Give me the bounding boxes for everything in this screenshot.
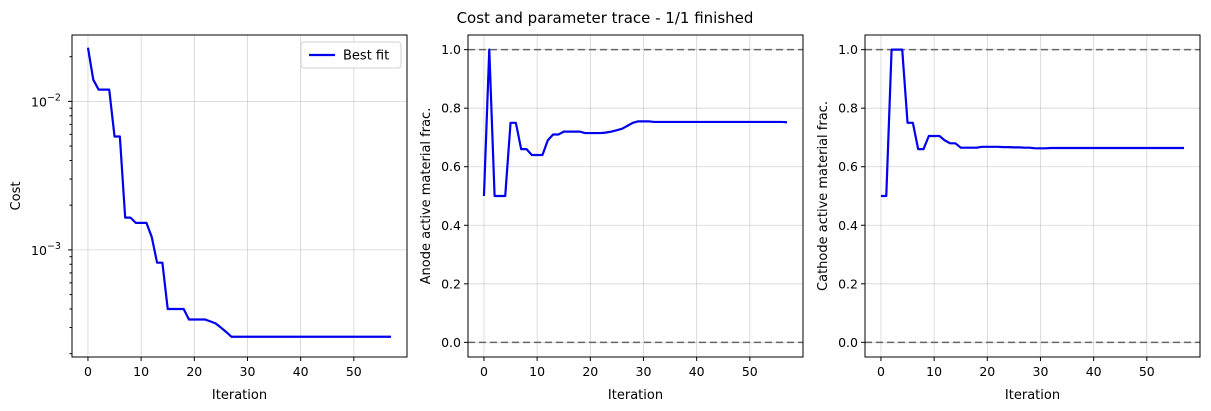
y-tick-label: 0.0 (441, 335, 461, 350)
series-line (880, 48, 1185, 198)
x-axis-label: Iteration (1005, 388, 1060, 403)
y-tick-label: 0.6 (838, 159, 858, 174)
x-tick-label: 20 (582, 364, 598, 379)
figure-title: Cost and parameter trace - 1/1 finished (457, 9, 754, 27)
y-tick-base: 10 (31, 243, 47, 258)
y-tick-exponent: −3 (47, 241, 61, 252)
legend-box (300, 41, 402, 69)
y-axis-label: Anode active material frac. (419, 108, 434, 285)
y-tick-label: 1.0 (441, 42, 461, 57)
axes-frame (71, 34, 408, 358)
legend: Best fit (300, 41, 402, 69)
x-tick-label: 30 (240, 364, 256, 379)
y-tick-label: 0.2 (838, 276, 858, 291)
axes-frame (467, 34, 804, 358)
x-tick-label: 30 (636, 364, 652, 379)
axes-frame (864, 34, 1201, 358)
x-tick-label: 50 (1139, 364, 1155, 379)
series-line (86, 47, 392, 338)
x-tick-label: 30 (1033, 364, 1049, 379)
y-axis-label: Cost (9, 182, 24, 211)
y-tick-label: 0.4 (838, 218, 858, 233)
y-axis-label: Cathode active material frac. (816, 101, 831, 291)
x-tick-label: 40 (293, 364, 309, 379)
y-tick-label: 0.2 (441, 276, 461, 291)
y-tick-exponent: −2 (47, 92, 61, 103)
x-tick-label: 10 (133, 364, 149, 379)
y-tick-label: 1.0 (838, 42, 858, 57)
subplot-3: 0 10 20 30 40 50 0.0 0.2 0.4 0.6 0.8 1.0 Iteration Ca… (816, 34, 1201, 403)
x-tick-label: 10 (926, 364, 942, 379)
y-tick-label: 10−2 (31, 92, 61, 109)
y-tick-label: 0.8 (441, 101, 461, 116)
x-tick-label: 0 (480, 364, 488, 379)
x-tick-label: 10 (529, 364, 545, 379)
y-tick-base: 10 (31, 94, 47, 109)
x-tick-label: 40 (1086, 364, 1102, 379)
x-tick-label: 20 (186, 364, 202, 379)
x-tick-label: 50 (742, 364, 758, 379)
y-tick-label: 0.4 (441, 218, 461, 233)
legend-label: Best fit (343, 49, 389, 64)
y-tick-label: 0.0 (838, 335, 858, 350)
x-tick-label: 40 (689, 364, 705, 379)
y-tick-label: 0.8 (838, 101, 858, 116)
y-tick-label: 0.6 (441, 159, 461, 174)
x-tick-label: 0 (84, 364, 92, 379)
x-axis-label: Iteration (608, 388, 663, 403)
series-line (482, 48, 788, 198)
subplot-2: 0 10 20 30 40 50 0.0 0.2 0.4 0.6 0.8 1.0 Iteration An… (419, 34, 804, 403)
x-axis-label: Iteration (212, 388, 267, 403)
y-tick-label: 10−3 (31, 241, 61, 258)
x-tick-label: 20 (979, 364, 995, 379)
x-tick-label: 50 (346, 364, 362, 379)
x-tick-label: 0 (877, 364, 885, 379)
